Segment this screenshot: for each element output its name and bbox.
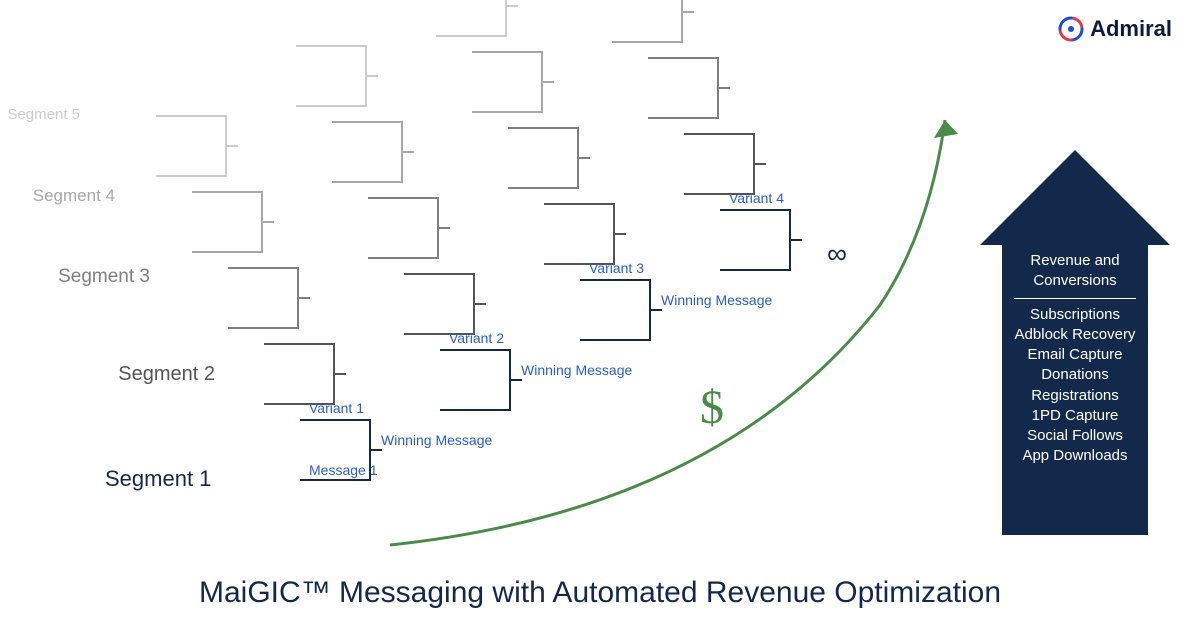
page-title: MaiGIC™ Messaging with Automated Revenue… — [0, 576, 1200, 610]
bracket-label-r2_win: Winning Message — [521, 362, 632, 378]
bracket-label-r1_top: Variant 1 — [309, 400, 364, 416]
arrow-item: Registrations — [1002, 386, 1148, 406]
bracket-label-r2_top: Variant 2 — [449, 330, 504, 346]
arrow-header: Revenue andConversions — [1002, 251, 1148, 292]
bracket-label-r3_win: Winning Message — [661, 292, 772, 308]
bracket-label-r1_win: Winning Message — [381, 432, 492, 448]
bracket-label-r3_top: Variant 3 — [589, 260, 644, 276]
bracket-layer-3 — [228, 58, 730, 328]
diagram-stage: Admiral Segment 1Segment 2Segment 3Segme… — [0, 0, 1200, 628]
arrow-item: Subscriptions — [1002, 305, 1148, 325]
arrow-item: 1PD Capture — [1002, 406, 1148, 426]
segment-label-3: Segment 3 — [50, 266, 150, 288]
revenue-arrow: Revenue andConversions SubscriptionsAdblo… — [980, 150, 1170, 535]
bracket-layer-5 — [156, 0, 658, 176]
bracket-layer-4 — [192, 0, 694, 252]
revenue-arrow-text: Revenue andConversions SubscriptionsAdblo… — [1002, 251, 1148, 467]
segment-label-4: Segment 4 — [15, 186, 115, 206]
arrow-item: Email Capture — [1002, 345, 1148, 365]
segment-label-5: Segment 5 — [0, 106, 80, 123]
bracket-label-r4_top: Variant 4 — [729, 190, 784, 206]
growth-curve-arrowhead — [934, 120, 958, 138]
segment-label-2: Segment 2 — [115, 363, 215, 386]
arrow-item: Donations — [1002, 365, 1148, 385]
infinity-icon: ∞ — [827, 238, 847, 270]
arrow-item: App Downloads — [1002, 446, 1148, 466]
bracket-layer-2 — [264, 134, 766, 404]
segment-label-1: Segment 1 — [105, 466, 205, 492]
bracket-label-r1_bot: Message 1 — [309, 462, 377, 478]
arrow-item: Social Follows — [1002, 426, 1148, 446]
dollar-icon: $ — [700, 380, 724, 435]
arrow-item: Adblock Recovery — [1002, 325, 1148, 345]
